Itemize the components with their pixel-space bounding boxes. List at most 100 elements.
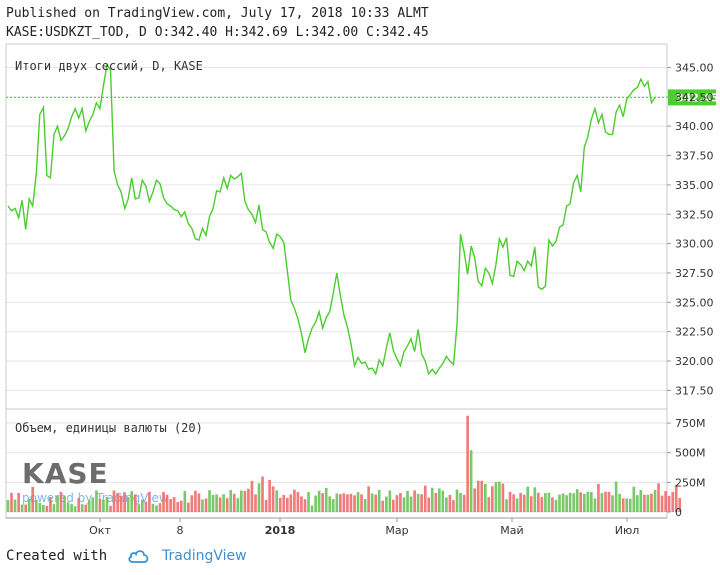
- volume-bar: [522, 494, 526, 512]
- volume-bar: [374, 494, 378, 512]
- volume-bar: [314, 495, 317, 512]
- volume-tick-label: 250M: [675, 476, 706, 489]
- volume-bar: [664, 491, 667, 512]
- volume-bar: [307, 492, 310, 512]
- volume-bar: [17, 492, 20, 512]
- volume-bar: [547, 492, 551, 512]
- tradingview-brand-link[interactable]: TradingView: [162, 548, 247, 564]
- volume-bar: [155, 505, 158, 512]
- volume-bar: [508, 491, 512, 512]
- volume-bar: [395, 495, 399, 512]
- volume-bar: [24, 504, 28, 512]
- volume-bar: [625, 498, 629, 512]
- volume-bar: [501, 483, 505, 512]
- volume-bar: [402, 497, 406, 512]
- volume-bar: [70, 504, 73, 512]
- last-price-tag: [668, 89, 716, 106]
- volume-bar: [38, 502, 42, 512]
- volume-bar: [10, 492, 13, 512]
- volume-bar: [240, 490, 243, 512]
- volume-bar: [674, 485, 678, 512]
- volume-bar: [225, 498, 229, 512]
- volume-bar: [438, 488, 441, 512]
- volume-bar: [264, 500, 268, 512]
- volume-bar: [95, 490, 98, 512]
- price-tick-label: 337.50: [675, 150, 714, 163]
- volume-tick-label: 0: [675, 506, 682, 519]
- volume-bar: [190, 495, 194, 512]
- volume-bar: [176, 502, 180, 512]
- volume-bar: [141, 499, 144, 512]
- volume-bar: [430, 487, 434, 512]
- volume-bar: [370, 493, 374, 512]
- volume-bar: [360, 494, 363, 512]
- volume-bar: [208, 490, 211, 512]
- volume-bar: [413, 490, 416, 512]
- volume-bar: [445, 497, 448, 512]
- volume-bar: [533, 487, 537, 512]
- volume-bar: [636, 495, 639, 512]
- volume-bar: [119, 495, 123, 512]
- volume-bar: [448, 494, 452, 512]
- volume-bar: [49, 497, 52, 512]
- volume-bar: [579, 492, 583, 512]
- price-tick-label: 320.00: [675, 355, 714, 368]
- price-tick-label: 317.50: [675, 384, 714, 397]
- chart-frame: [5, 43, 668, 519]
- volume-bar: [505, 499, 508, 512]
- volume-bar: [134, 494, 137, 512]
- volume-bar: [300, 496, 303, 512]
- volume-bar: [232, 493, 236, 512]
- volume-bar: [335, 493, 339, 512]
- volume-bar: [204, 498, 208, 512]
- volume-bar: [151, 503, 155, 512]
- volume-bar: [339, 494, 342, 512]
- price-tick-label: 340.00: [675, 120, 714, 133]
- price-tick-label: 325.00: [675, 296, 714, 309]
- volume-bar: [544, 493, 547, 512]
- volume-bar: [116, 492, 119, 512]
- volume-bar: [162, 492, 165, 512]
- volume-bar: [519, 492, 522, 512]
- volume-bar: [529, 496, 533, 512]
- volume-bar: [91, 497, 95, 512]
- volume-bar: [618, 493, 621, 512]
- volume-bar: [455, 489, 459, 512]
- chart-grid: [6, 66, 667, 513]
- volume-bar: [194, 490, 197, 512]
- volume-bar: [671, 492, 675, 512]
- volume-bar: [257, 483, 261, 512]
- volume-bar: [158, 503, 162, 512]
- volume-bar: [27, 498, 31, 512]
- volume-bar: [211, 494, 215, 512]
- volume-bar: [137, 504, 141, 512]
- volume-bar: [498, 481, 501, 512]
- published-line: Published on TradingView.com, July 17, 2…: [6, 6, 429, 21]
- volume-bar: [487, 497, 491, 512]
- volume-bar: [218, 497, 222, 512]
- volume-bar: [303, 499, 307, 512]
- volume-bar: [537, 492, 540, 512]
- volume-bar: [172, 497, 176, 512]
- volume-bar: [388, 490, 392, 512]
- volume-bar: [243, 490, 247, 512]
- volume-bar: [590, 492, 593, 512]
- volume-bar: [441, 490, 445, 512]
- volume-bar: [321, 493, 324, 512]
- volume-bar: [275, 490, 279, 512]
- volume-series: [6, 415, 682, 512]
- volume-bar: [469, 450, 473, 512]
- volume-bar: [236, 498, 240, 512]
- price-tick-label: 342.50: [675, 91, 714, 104]
- volume-bar: [363, 499, 367, 512]
- volume-bar: [197, 493, 201, 512]
- volume-bar: [296, 492, 300, 512]
- volume-bar: [607, 492, 611, 512]
- volume-bar: [561, 493, 565, 512]
- price-tick-label: 327.50: [675, 267, 714, 280]
- footer: Created with TradingView: [6, 548, 247, 564]
- time-tick-label: Июл: [615, 524, 640, 537]
- volume-bar: [222, 494, 225, 512]
- volume-bar: [123, 492, 126, 512]
